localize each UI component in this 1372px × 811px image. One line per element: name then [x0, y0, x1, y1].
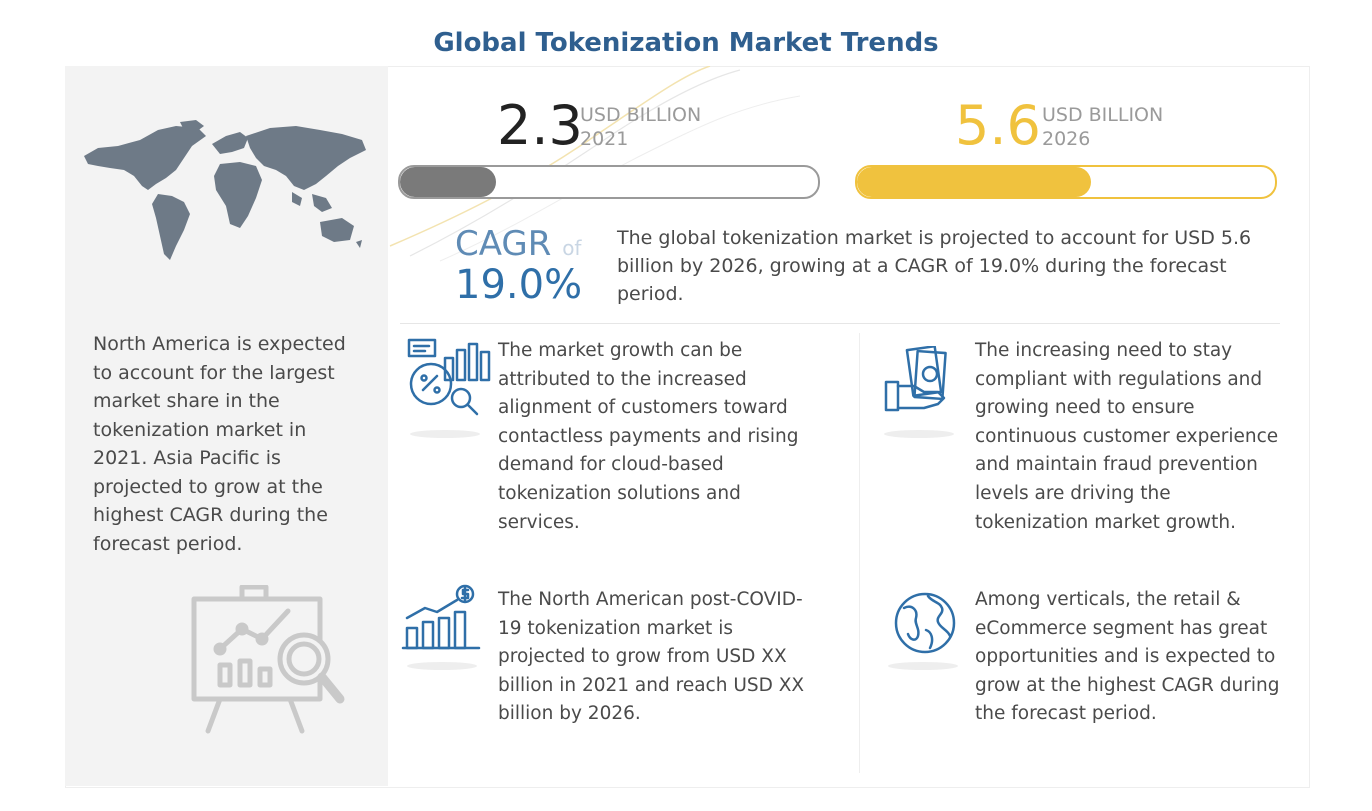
presentation-board-icon — [191, 585, 345, 734]
icon-shadow — [888, 662, 958, 670]
unit-label: USD BILLION — [580, 104, 702, 126]
cagr-value: 19.0% — [455, 262, 583, 308]
market-bar-2026 — [855, 165, 1277, 199]
globe-icon — [894, 592, 956, 654]
cagr-word: CAGR — [455, 224, 552, 264]
icon-shadow — [884, 430, 954, 438]
cagr-label: CAGR of — [455, 224, 581, 264]
analytics-chart-icon — [407, 338, 491, 416]
world-map-icon — [84, 120, 366, 260]
unit-label: USD BILLION — [1042, 104, 1164, 126]
cagr-of: of — [562, 236, 582, 260]
market-unit-2026: USD BILLION 2026 — [1042, 103, 1163, 151]
year-label: 2026 — [1042, 128, 1091, 150]
market-bar-fill-2026 — [857, 167, 1092, 197]
vertical-divider — [859, 333, 860, 773]
market-summary: The global tokenization market is projec… — [617, 227, 1252, 305]
insight-point-2: The increasing need to stay compliant wi… — [975, 340, 1279, 533]
insight-point-3: The North American post-COVID-19 tokeniz… — [498, 589, 805, 725]
market-bar-2021 — [398, 165, 820, 199]
horizontal-divider — [400, 323, 1280, 324]
icon-shadow — [407, 662, 477, 670]
insight-point-1: The market growth can be attributed to t… — [498, 340, 799, 533]
market-unit-2021: USD BILLION 2021 — [580, 103, 701, 151]
market-value-2026: 5.6 — [955, 94, 1041, 157]
insight-point-4: Among verticals, the retail & eCommerce … — [975, 589, 1280, 725]
money-hand-icon — [884, 346, 947, 412]
growth-bars-dollar-icon — [401, 584, 481, 650]
year-label: 2021 — [580, 128, 629, 150]
market-bar-fill-2021 — [400, 167, 497, 197]
page-title: Global Tokenization Market Trends — [433, 28, 939, 58]
decorative-swoosh — [389, 66, 801, 262]
icon-shadow — [410, 430, 480, 438]
region-insight-text: North America is expected to account for… — [93, 333, 346, 555]
market-value-2021: 2.3 — [497, 94, 583, 157]
